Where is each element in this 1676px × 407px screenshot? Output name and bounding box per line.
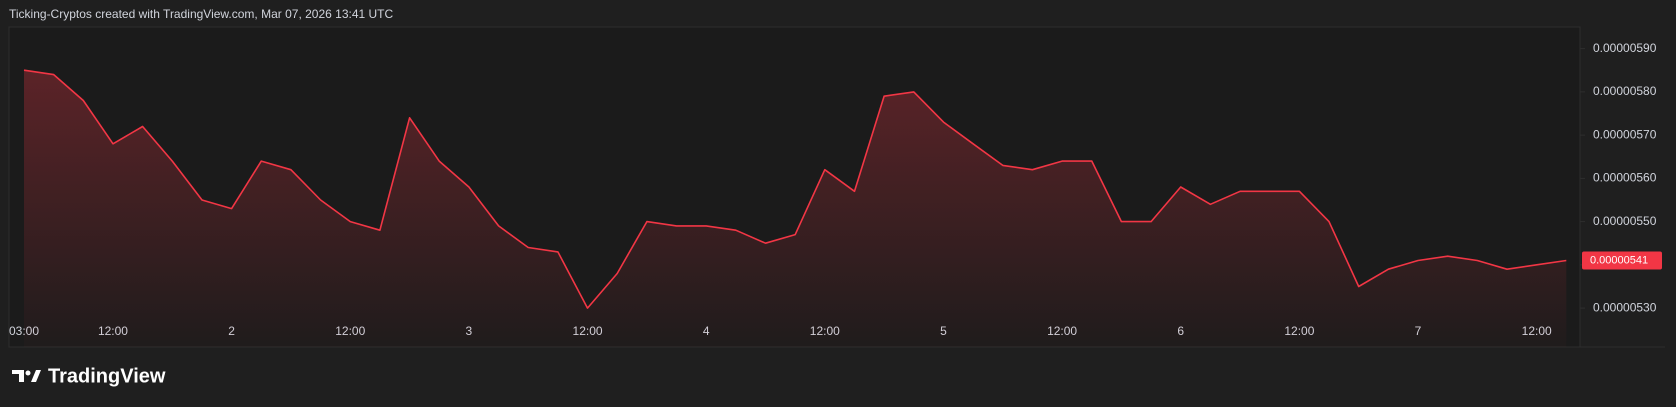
y-tick-label: 0.00000550 xyxy=(1593,214,1657,228)
y-tick-label: 0.00000530 xyxy=(1593,300,1657,314)
line xyxy=(23,69,1567,309)
area xyxy=(24,70,1567,347)
y-tick-label: 0.00000590 xyxy=(1593,41,1657,55)
price-badge xyxy=(1582,251,1662,270)
brand-logo xyxy=(12,370,41,382)
y-tick-label: 0.00000560 xyxy=(1593,171,1657,185)
brand: TradingView xyxy=(48,365,166,387)
header-text: Ticking-Cryptos created with TradingView… xyxy=(9,7,394,21)
y-tick-label: 0.00000570 xyxy=(1593,127,1657,141)
price-label: 0.00000541 xyxy=(1590,254,1648,266)
y-tick-label: 0.00000580 xyxy=(1593,84,1657,98)
